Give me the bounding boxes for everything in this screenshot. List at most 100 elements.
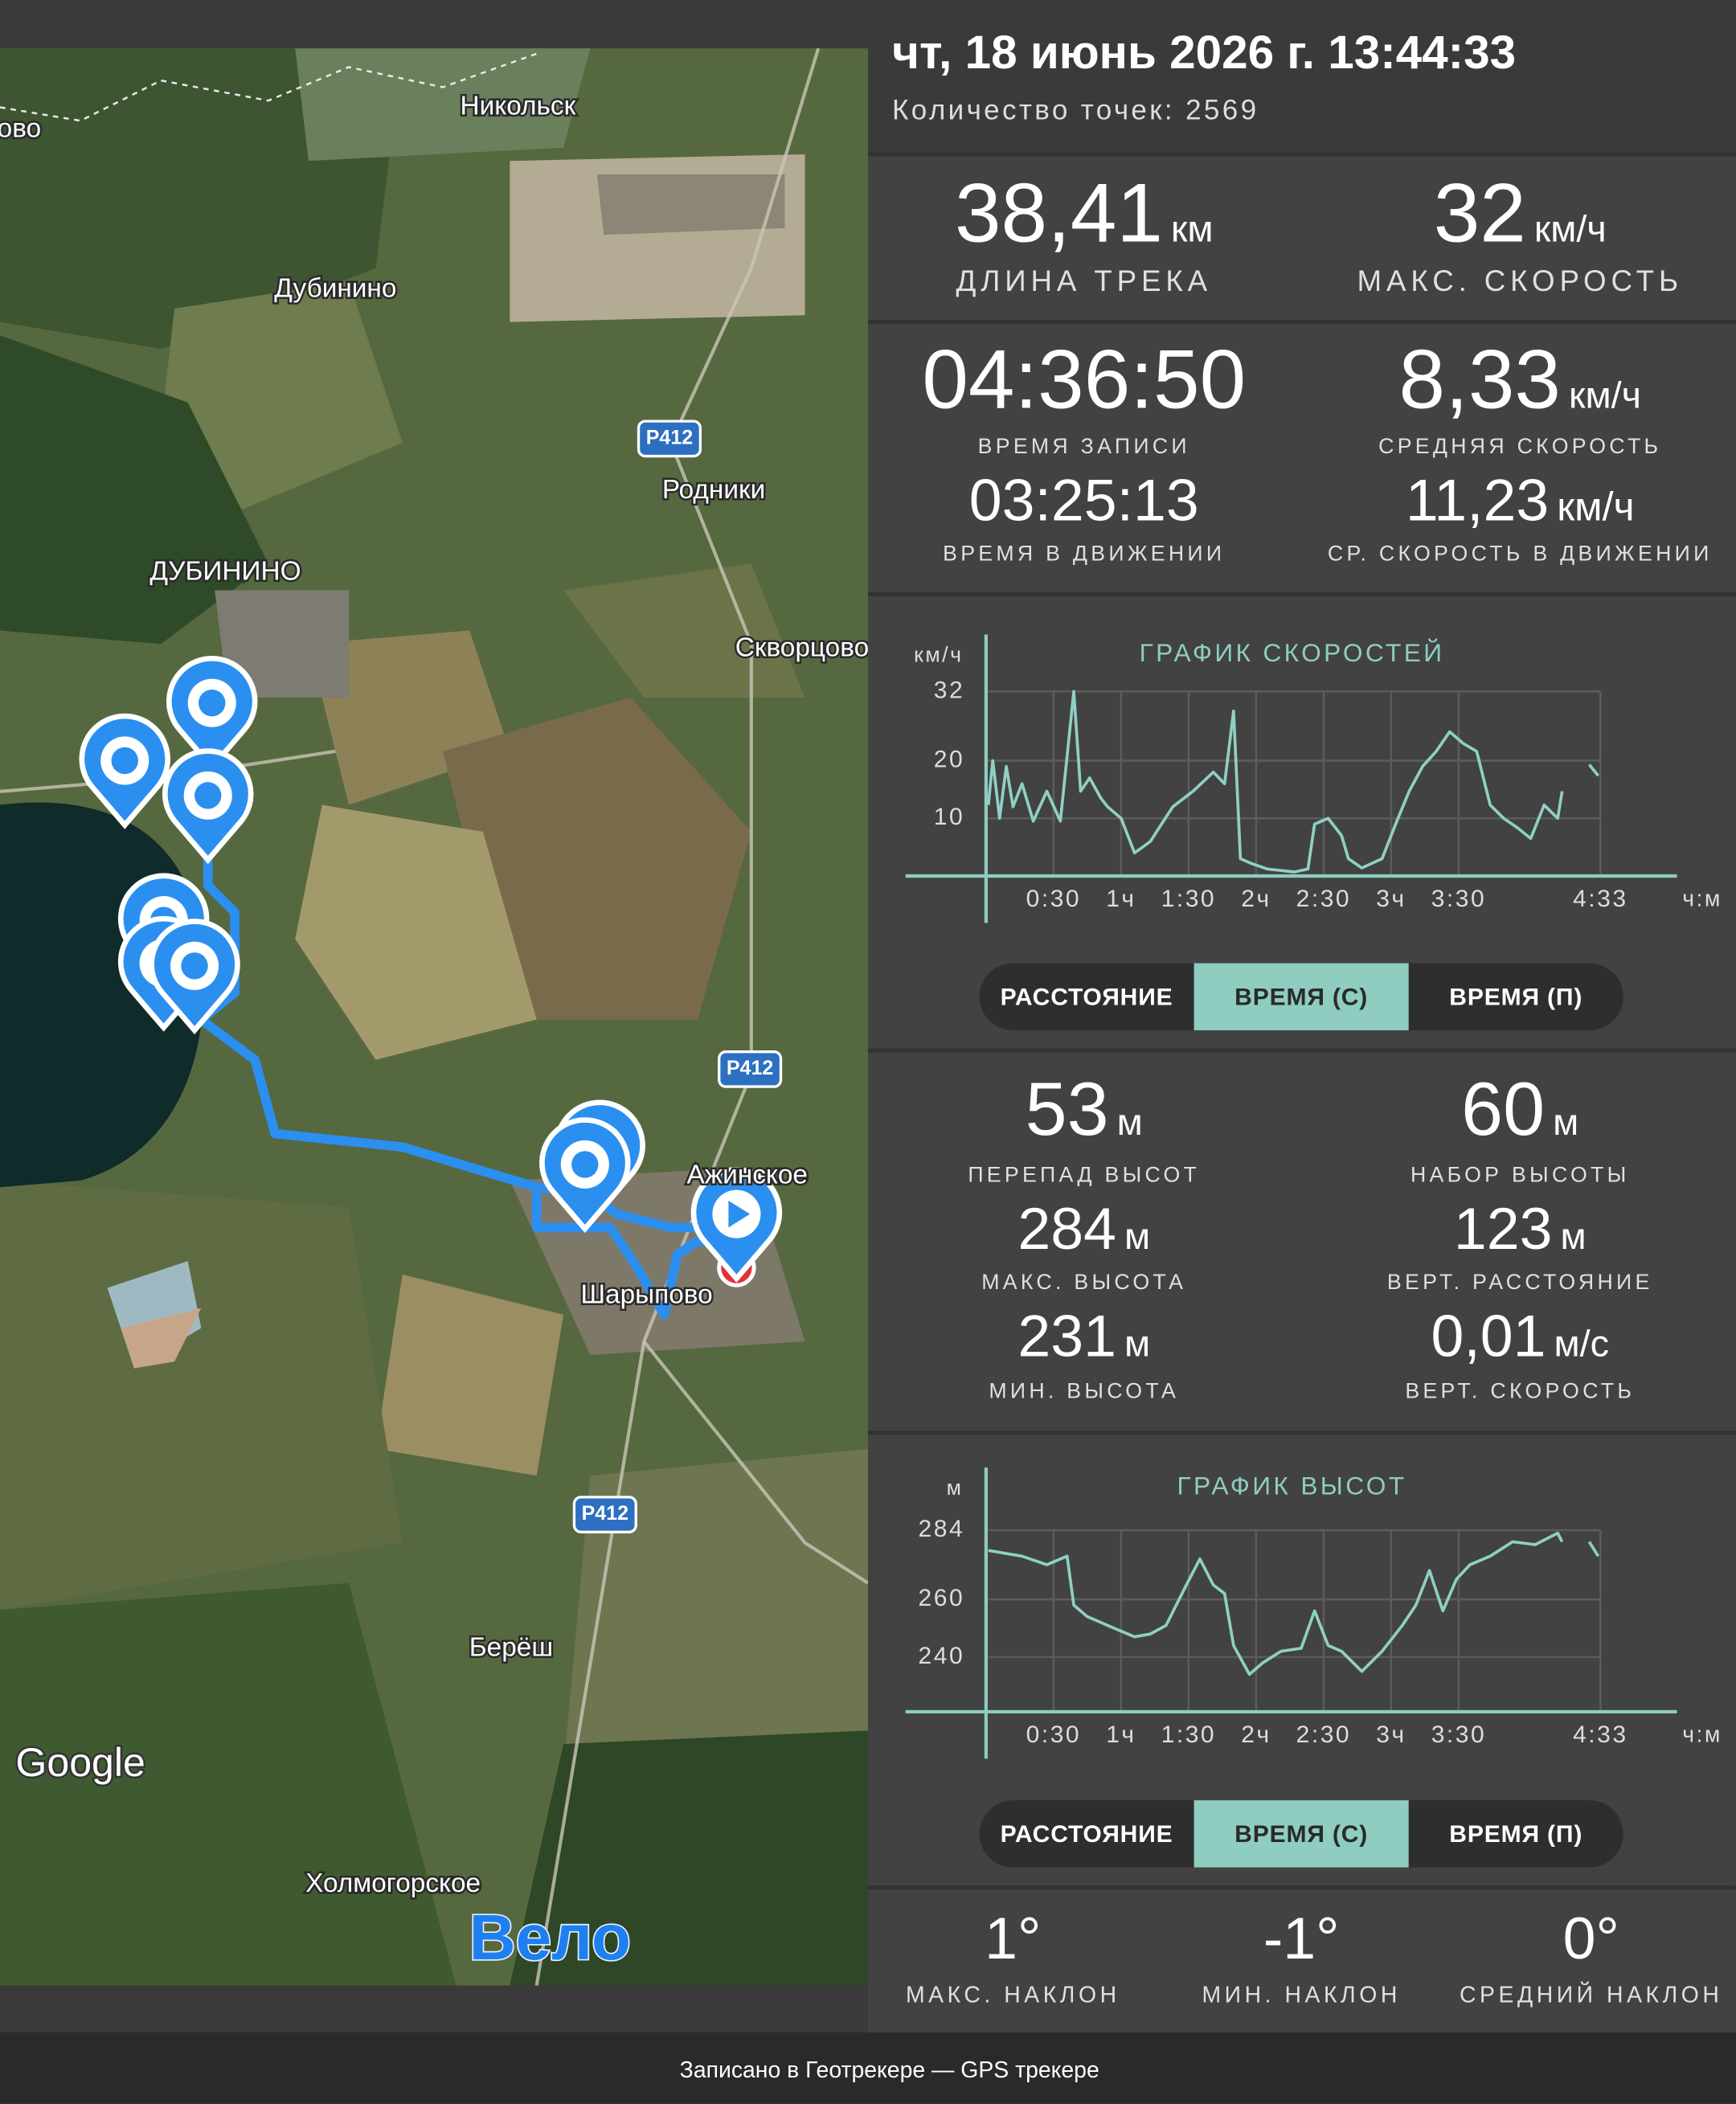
chart-title: ГРАФИК СКОРОСТЕЙ	[1140, 638, 1445, 667]
y-tick-label: 32	[934, 677, 964, 703]
stat-label: МАКС. ВЫСОТА	[981, 1271, 1187, 1295]
stat-value: 03:25:13	[969, 472, 1199, 531]
pin-dot	[194, 782, 222, 809]
stat-label: ВЕРТ. СКОРОСТЬ	[1405, 1380, 1636, 1404]
place-label: Ажинское	[687, 1160, 808, 1190]
place-label: Скворцово	[735, 633, 868, 663]
value: 32	[1433, 167, 1526, 260]
chart-title: ГРАФИК ВЫСОТ	[1177, 1472, 1407, 1500]
unit: м/с	[1554, 1322, 1609, 1365]
x-tick-label: 2:30	[1296, 1721, 1351, 1748]
segment-button[interactable]: ВРЕМЯ (С)	[1194, 1800, 1409, 1868]
pin-dot	[571, 1151, 599, 1178]
waypoint-pin[interactable]	[539, 1117, 631, 1234]
value: 0,01	[1431, 1304, 1546, 1370]
map-area	[0, 1582, 457, 1986]
x-tick-label: 1ч	[1106, 886, 1136, 912]
stat-label: МИН. ВЫСОТА	[989, 1380, 1180, 1404]
place-label: ДУБИНИНО	[149, 557, 301, 587]
waypoint-pin[interactable]	[166, 656, 258, 772]
map-area	[215, 590, 350, 698]
value: 1°	[985, 1905, 1042, 1972]
map-area	[596, 174, 785, 235]
value: 123	[1453, 1196, 1553, 1263]
value: -1°	[1263, 1905, 1340, 1972]
value: 8,33	[1398, 334, 1561, 427]
place-label: Шарыпово	[580, 1279, 712, 1309]
segment-button[interactable]: РАССТОЯНИЕ	[1000, 983, 1173, 1010]
waypoint-pin[interactable]	[162, 748, 254, 865]
place-label: Никольск	[460, 91, 575, 121]
stat-label: СРЕДНИЙ НАКЛОН	[1459, 1982, 1723, 2008]
map-area	[161, 281, 403, 510]
x-tick-label: 0:30	[1026, 1721, 1081, 1748]
waypoint-pin[interactable]	[79, 713, 170, 829]
value: 60	[1461, 1066, 1546, 1152]
unit: км/ч	[1557, 485, 1635, 530]
map-area	[510, 1730, 868, 1986]
map-area	[0, 48, 403, 350]
unit: км/ч	[1569, 374, 1641, 416]
stat-value: 04:36:50	[922, 338, 1246, 422]
road-label: Р412	[582, 1502, 628, 1525]
stat-value: 60 м	[1461, 1071, 1578, 1147]
stat-value: 8,33 км/ч	[1399, 338, 1641, 422]
road-badge	[718, 1050, 783, 1088]
stat-label: СРЕДНЯЯ СКОРОСТЬ	[1378, 436, 1662, 459]
waypoint-pin[interactable]	[149, 919, 240, 1035]
unit: км/ч	[1533, 207, 1607, 250]
map-area	[121, 1308, 202, 1369]
pin-dot	[199, 689, 226, 717]
map-area	[295, 804, 537, 1060]
stat-value: 123 м	[1454, 1200, 1587, 1259]
pin-play	[728, 1200, 751, 1228]
stats-panel	[867, 154, 1736, 2032]
map-border	[0, 52, 538, 122]
value: 284	[1017, 1196, 1116, 1263]
x-tick-label: 3ч	[1376, 886, 1406, 912]
x-tick-label: 3ч	[1376, 1721, 1406, 1748]
segment-button[interactable]: ВРЕМЯ (П)	[1449, 1820, 1583, 1848]
segment-button[interactable]: РАССТОЯНИЕ	[1000, 1820, 1173, 1848]
unit: м	[1124, 1322, 1151, 1365]
x-tick-label: 4:33	[1573, 886, 1628, 912]
stat-label: МИН. НАКЛОН	[1202, 1982, 1401, 2008]
stat-value: 284 м	[1017, 1200, 1150, 1259]
segment-button[interactable]: ВРЕМЯ (С)	[1194, 963, 1409, 1030]
stat-value: 11,23 км/ч	[1406, 472, 1635, 531]
unit: м	[1560, 1215, 1587, 1258]
data-line	[986, 690, 1599, 874]
x-tick-label: 2ч	[1241, 1721, 1271, 1748]
x-tick-label: 3:30	[1431, 1721, 1486, 1748]
place-label: Родники	[662, 475, 765, 505]
footer-bar	[0, 2032, 1736, 2104]
data-line	[988, 1531, 1600, 1676]
x-tick-label: 4:33	[1573, 1721, 1628, 1748]
y-tick-label: 284	[919, 1516, 965, 1542]
stat-value: 231 м	[1017, 1308, 1150, 1367]
value: 53	[1025, 1066, 1109, 1152]
map[interactable]: ово Никольск Дубинино Родники ДУБИНИНО Скворц…	[0, 48, 868, 1986]
place-label: Берёш	[469, 1632, 553, 1662]
route-track	[196, 827, 742, 1320]
value: 231	[1017, 1304, 1116, 1370]
place-label: Дубинино	[274, 273, 396, 303]
stat-label: ВРЕМЯ ЗАПИСИ	[977, 436, 1190, 459]
segment-button[interactable]: ВРЕМЯ (П)	[1449, 983, 1583, 1010]
stat-value: 32 км/ч	[1434, 172, 1607, 256]
value: 0°	[1562, 1905, 1619, 1972]
start-pin[interactable]	[690, 1167, 783, 1283]
map-area	[295, 48, 591, 162]
x-unit: ч:м	[1682, 886, 1722, 912]
stat-label: НАБОР ВЫСОТЫ	[1410, 1164, 1630, 1188]
x-tick-label: 3:30	[1431, 886, 1486, 912]
road-label: Р412	[646, 426, 693, 448]
x-tick-label: 1:30	[1161, 886, 1216, 912]
value: 04:36:50	[922, 334, 1247, 427]
stat-value: 38,41 км	[955, 172, 1214, 256]
y-tick-label: 20	[934, 746, 964, 772]
value: 03:25:13	[968, 468, 1199, 534]
stat-label: СР. СКОРОСТЬ В ДВИЖЕНИИ	[1327, 543, 1713, 567]
road-badge	[572, 1496, 637, 1533]
unit: м	[1116, 1101, 1143, 1144]
